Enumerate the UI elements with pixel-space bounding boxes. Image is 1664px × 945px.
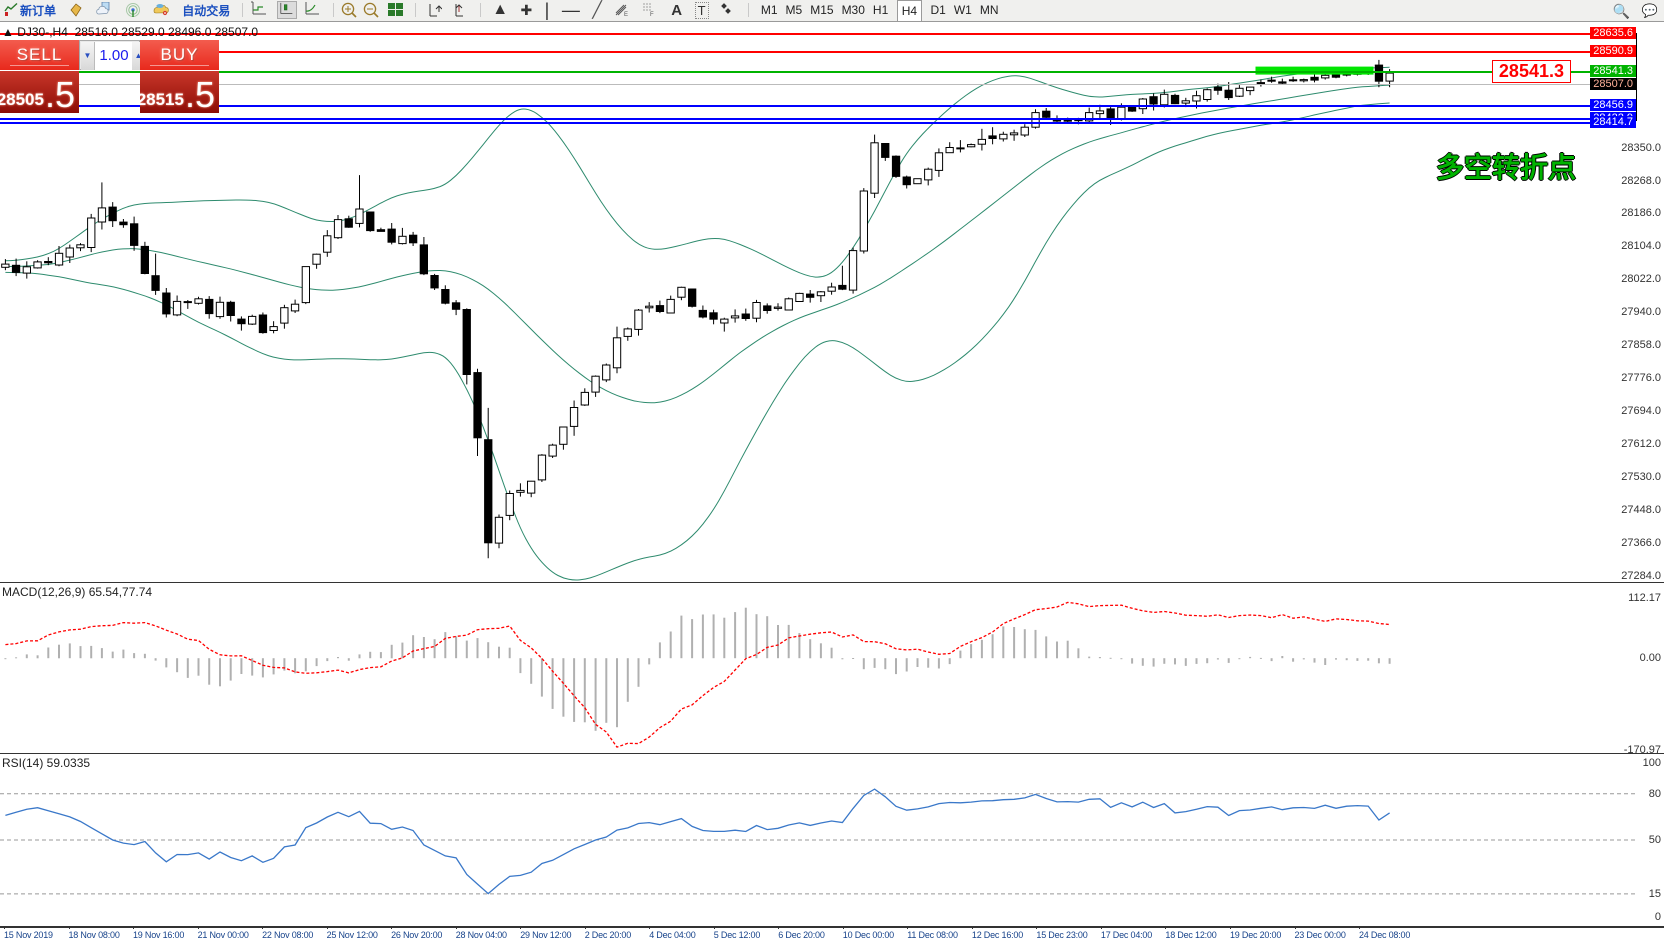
- svg-text:F: F: [650, 12, 654, 17]
- svg-text:E: E: [624, 12, 628, 17]
